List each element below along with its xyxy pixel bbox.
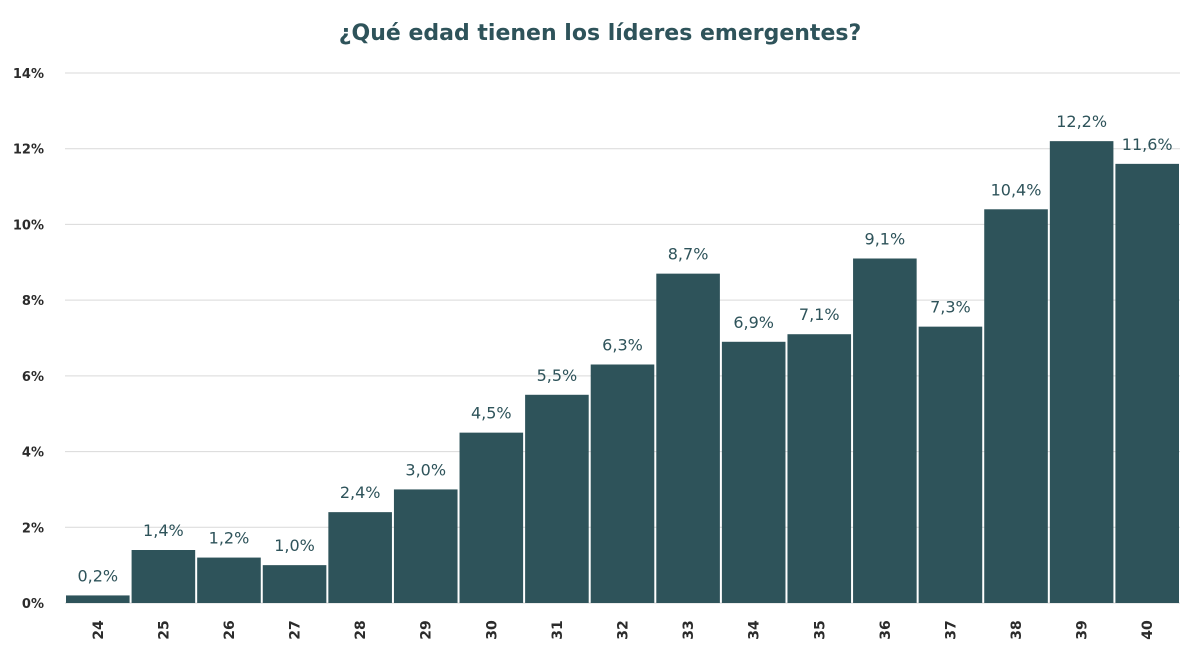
data-label: 8,7%	[668, 245, 709, 264]
bars	[66, 141, 1179, 604]
data-label: 10,4%	[991, 180, 1042, 199]
bar	[656, 273, 720, 603]
x-tick-label: 24	[91, 620, 107, 640]
y-tick-label: 8%	[22, 294, 44, 309]
data-label: 6,9%	[733, 313, 774, 332]
bar	[984, 209, 1048, 604]
data-label: 4,5%	[471, 404, 512, 423]
x-tick-label: 33	[681, 620, 697, 639]
data-label: 7,1%	[799, 305, 840, 324]
data-label: 12,2%	[1056, 112, 1107, 131]
x-axis-ticks: 24 25 26 27 28 29 30 31 32 33 34 35 36 37 38 39 40	[91, 620, 1156, 640]
bar	[66, 595, 130, 603]
data-label: 1,0%	[274, 536, 315, 555]
bar	[721, 341, 786, 603]
y-tick-label: 4%	[22, 446, 44, 461]
chart-title: ¿Qué edad tienen los líderes emergentes?	[339, 21, 861, 46]
bar	[197, 557, 261, 603]
x-tick-label: 25	[156, 620, 172, 639]
y-tick-label: 6%	[22, 370, 44, 385]
y-tick-label: 0%	[22, 597, 44, 612]
bar	[1115, 163, 1179, 603]
bar	[459, 432, 524, 603]
x-tick-label: 27	[288, 620, 304, 639]
data-label: 6,3%	[602, 336, 643, 355]
bar	[393, 489, 458, 603]
x-tick-label: 28	[353, 620, 369, 639]
x-tick-label: 26	[222, 620, 238, 639]
bar	[1049, 141, 1114, 603]
data-label: 5,5%	[537, 366, 578, 385]
x-tick-label: 29	[419, 620, 435, 639]
y-tick-label: 14%	[13, 67, 44, 82]
bar	[918, 326, 983, 603]
bar	[525, 394, 589, 603]
bar	[787, 334, 852, 603]
x-tick-label: 38	[1009, 620, 1025, 639]
data-label: 11,6%	[1122, 135, 1173, 154]
bar	[328, 512, 392, 603]
data-label: 9,1%	[865, 230, 906, 249]
y-tick-label: 2%	[22, 521, 44, 536]
x-tick-label: 37	[943, 620, 959, 639]
y-tick-label: 10%	[13, 218, 44, 233]
bar	[131, 550, 196, 603]
y-tick-label: 12%	[13, 143, 44, 158]
data-label: 0,2%	[77, 566, 118, 585]
x-tick-label: 36	[878, 620, 894, 639]
data-label: 1,4%	[143, 521, 184, 540]
data-label: 7,3%	[930, 298, 971, 317]
bar	[853, 258, 917, 603]
x-tick-label: 30	[484, 620, 500, 640]
x-tick-label: 31	[550, 620, 566, 639]
data-label: 3,0%	[405, 460, 446, 479]
x-tick-label: 39	[1075, 620, 1091, 639]
x-tick-label: 34	[747, 620, 763, 640]
data-label: 2,4%	[340, 483, 381, 502]
x-tick-label: 40	[1140, 620, 1156, 640]
bar	[590, 364, 655, 603]
bar	[262, 565, 327, 603]
y-axis-ticks: 0% 2% 4% 6% 8% 10% 12% 14%	[13, 67, 44, 612]
x-tick-label: 35	[812, 620, 828, 639]
data-labels: 0,2% 1,4% 1,2% 1,0% 2,4% 3,0% 4,5% 5,5% 6,3% 8,7%…	[77, 112, 1172, 585]
x-tick-label: 32	[616, 620, 632, 639]
data-label: 1,2%	[209, 529, 250, 548]
